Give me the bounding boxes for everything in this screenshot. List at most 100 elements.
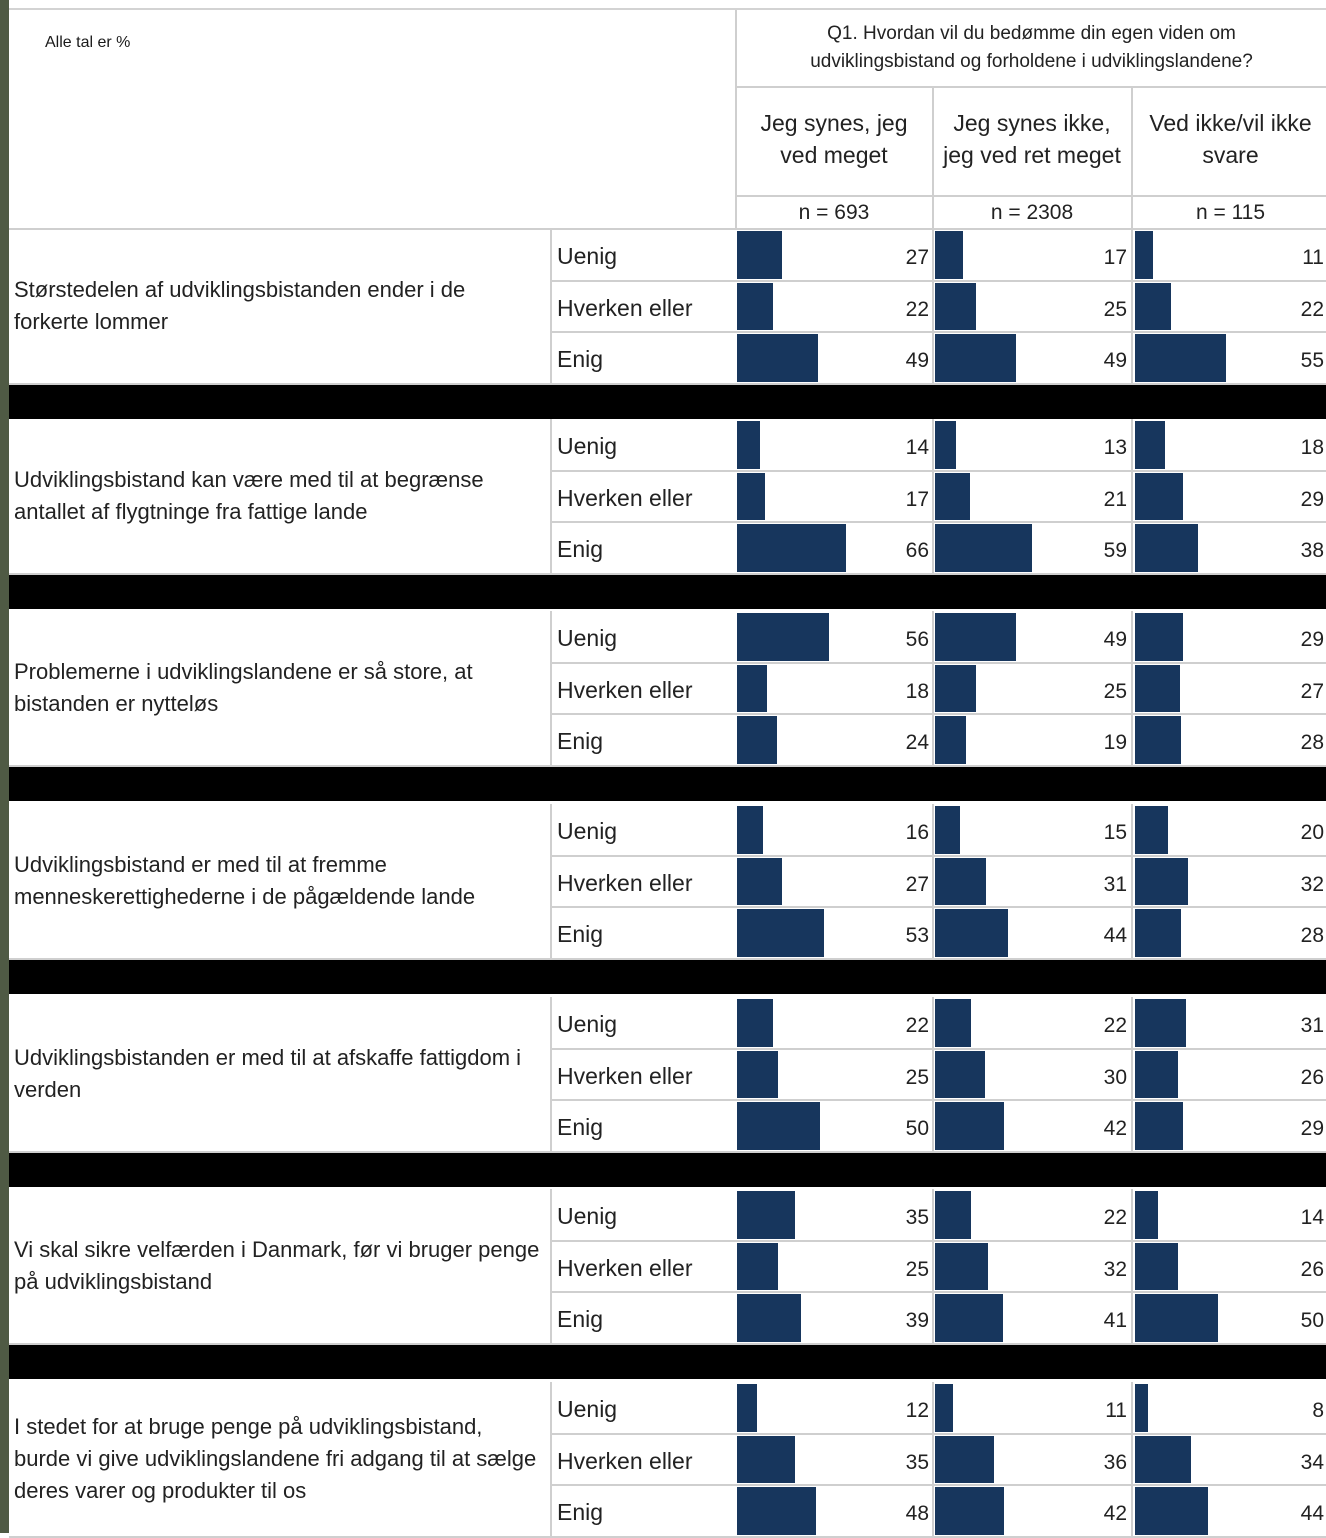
value-label: 44 <box>1067 924 1127 948</box>
row-divider <box>932 419 934 574</box>
value-label: 26 <box>1264 1258 1324 1282</box>
column-header-line: Jeg synes, jeg <box>737 107 931 139</box>
row-rule <box>552 662 1326 664</box>
response-label: Uenig <box>557 241 617 271</box>
value-label: 29 <box>1264 488 1324 512</box>
value-label: 49 <box>1067 628 1127 652</box>
bar <box>737 1436 795 1484</box>
header-divider <box>932 86 934 229</box>
bar <box>1135 1243 1178 1291</box>
statement-text: Udviklingsbistand er med til at fremme m… <box>14 804 544 959</box>
row-divider <box>1131 804 1133 959</box>
value-label: 49 <box>869 349 929 373</box>
row-divider <box>550 804 552 959</box>
value-label: 14 <box>869 436 929 460</box>
row-divider <box>932 611 934 766</box>
bar <box>737 283 773 331</box>
bar <box>1135 1102 1183 1150</box>
bar <box>1135 716 1181 764</box>
response-label: Enig <box>557 726 603 756</box>
row-divider <box>1131 611 1133 766</box>
value-label: 42 <box>1067 1117 1127 1141</box>
value-label: 19 <box>1067 731 1127 755</box>
row-rule <box>552 1240 1326 1242</box>
value-label: 25 <box>869 1066 929 1090</box>
row-divider <box>550 419 552 574</box>
sample-size: n = 693 <box>737 199 931 227</box>
response-label: Enig <box>557 534 603 564</box>
bar <box>737 1243 778 1291</box>
statement-text: Problemerne i udviklingslandene er så st… <box>14 611 544 766</box>
header-rule <box>737 86 1326 88</box>
value-label: 12 <box>869 1399 929 1423</box>
value-label: 11 <box>1067 1399 1127 1423</box>
bar <box>935 1294 1003 1342</box>
bar <box>935 909 1008 957</box>
bar <box>1135 524 1198 572</box>
row-divider <box>1131 419 1133 574</box>
bar <box>935 283 976 331</box>
column-header-line: jeg ved ret meget <box>935 139 1129 171</box>
column-header: Jeg synes, jeg ved meget <box>737 107 931 171</box>
block-separator <box>9 575 1326 609</box>
response-label: Enig <box>557 1497 603 1527</box>
response-label: Uenig <box>557 431 617 461</box>
row-rule <box>552 280 1326 282</box>
bar <box>737 1294 801 1342</box>
value-label: 18 <box>869 680 929 704</box>
bar <box>1135 909 1181 957</box>
row-divider <box>1131 229 1133 384</box>
value-label: 31 <box>1067 873 1127 897</box>
row-divider <box>550 1382 552 1537</box>
bar <box>737 1191 795 1239</box>
row-divider <box>932 1189 934 1344</box>
row-rule <box>552 855 1326 857</box>
bar <box>737 806 763 854</box>
row-rule <box>552 1291 1326 1293</box>
statement-text: Udviklingsbistanden er med til at afskaf… <box>14 997 544 1152</box>
value-label: 15 <box>1067 821 1127 845</box>
response-label: Hverken eller <box>557 675 693 705</box>
bar <box>737 999 773 1047</box>
bar <box>935 524 1032 572</box>
row-rule <box>552 1048 1326 1050</box>
row-divider <box>932 804 934 959</box>
row-divider <box>1131 997 1133 1152</box>
bar <box>1135 858 1188 906</box>
statement-text: Vi skal sikre velfærden i Danmark, før v… <box>14 1189 544 1344</box>
bar <box>737 473 765 521</box>
value-label: 50 <box>869 1117 929 1141</box>
value-label: 25 <box>1067 680 1127 704</box>
value-label: 28 <box>1264 731 1324 755</box>
value-label: 16 <box>869 821 929 845</box>
bar <box>1135 1294 1218 1342</box>
value-label: 32 <box>1264 873 1324 897</box>
bar <box>935 716 966 764</box>
response-label: Uenig <box>557 1009 617 1039</box>
value-label: 36 <box>1067 1451 1127 1475</box>
row-divider <box>932 1382 934 1537</box>
bar <box>935 1243 988 1291</box>
bar <box>1135 334 1226 382</box>
row-divider <box>550 611 552 766</box>
row-rule <box>552 331 1326 333</box>
row-rule <box>552 1099 1326 1101</box>
row-rule <box>552 521 1326 523</box>
block-separator <box>9 767 1326 801</box>
sample-size: n = 115 <box>1135 199 1326 227</box>
bar <box>935 858 986 906</box>
bar <box>737 909 824 957</box>
bar <box>737 1384 757 1432</box>
value-label: 22 <box>869 298 929 322</box>
bar <box>935 806 960 854</box>
value-label: 50 <box>1264 1309 1324 1333</box>
value-label: 28 <box>1264 924 1324 948</box>
response-label: Uenig <box>557 623 617 653</box>
left-edge-strip <box>0 0 9 1533</box>
bar <box>935 1436 994 1484</box>
value-label: 53 <box>869 924 929 948</box>
bar <box>935 665 976 713</box>
value-label: 30 <box>1067 1066 1127 1090</box>
value-label: 26 <box>1264 1066 1324 1090</box>
top-border <box>9 8 1326 10</box>
